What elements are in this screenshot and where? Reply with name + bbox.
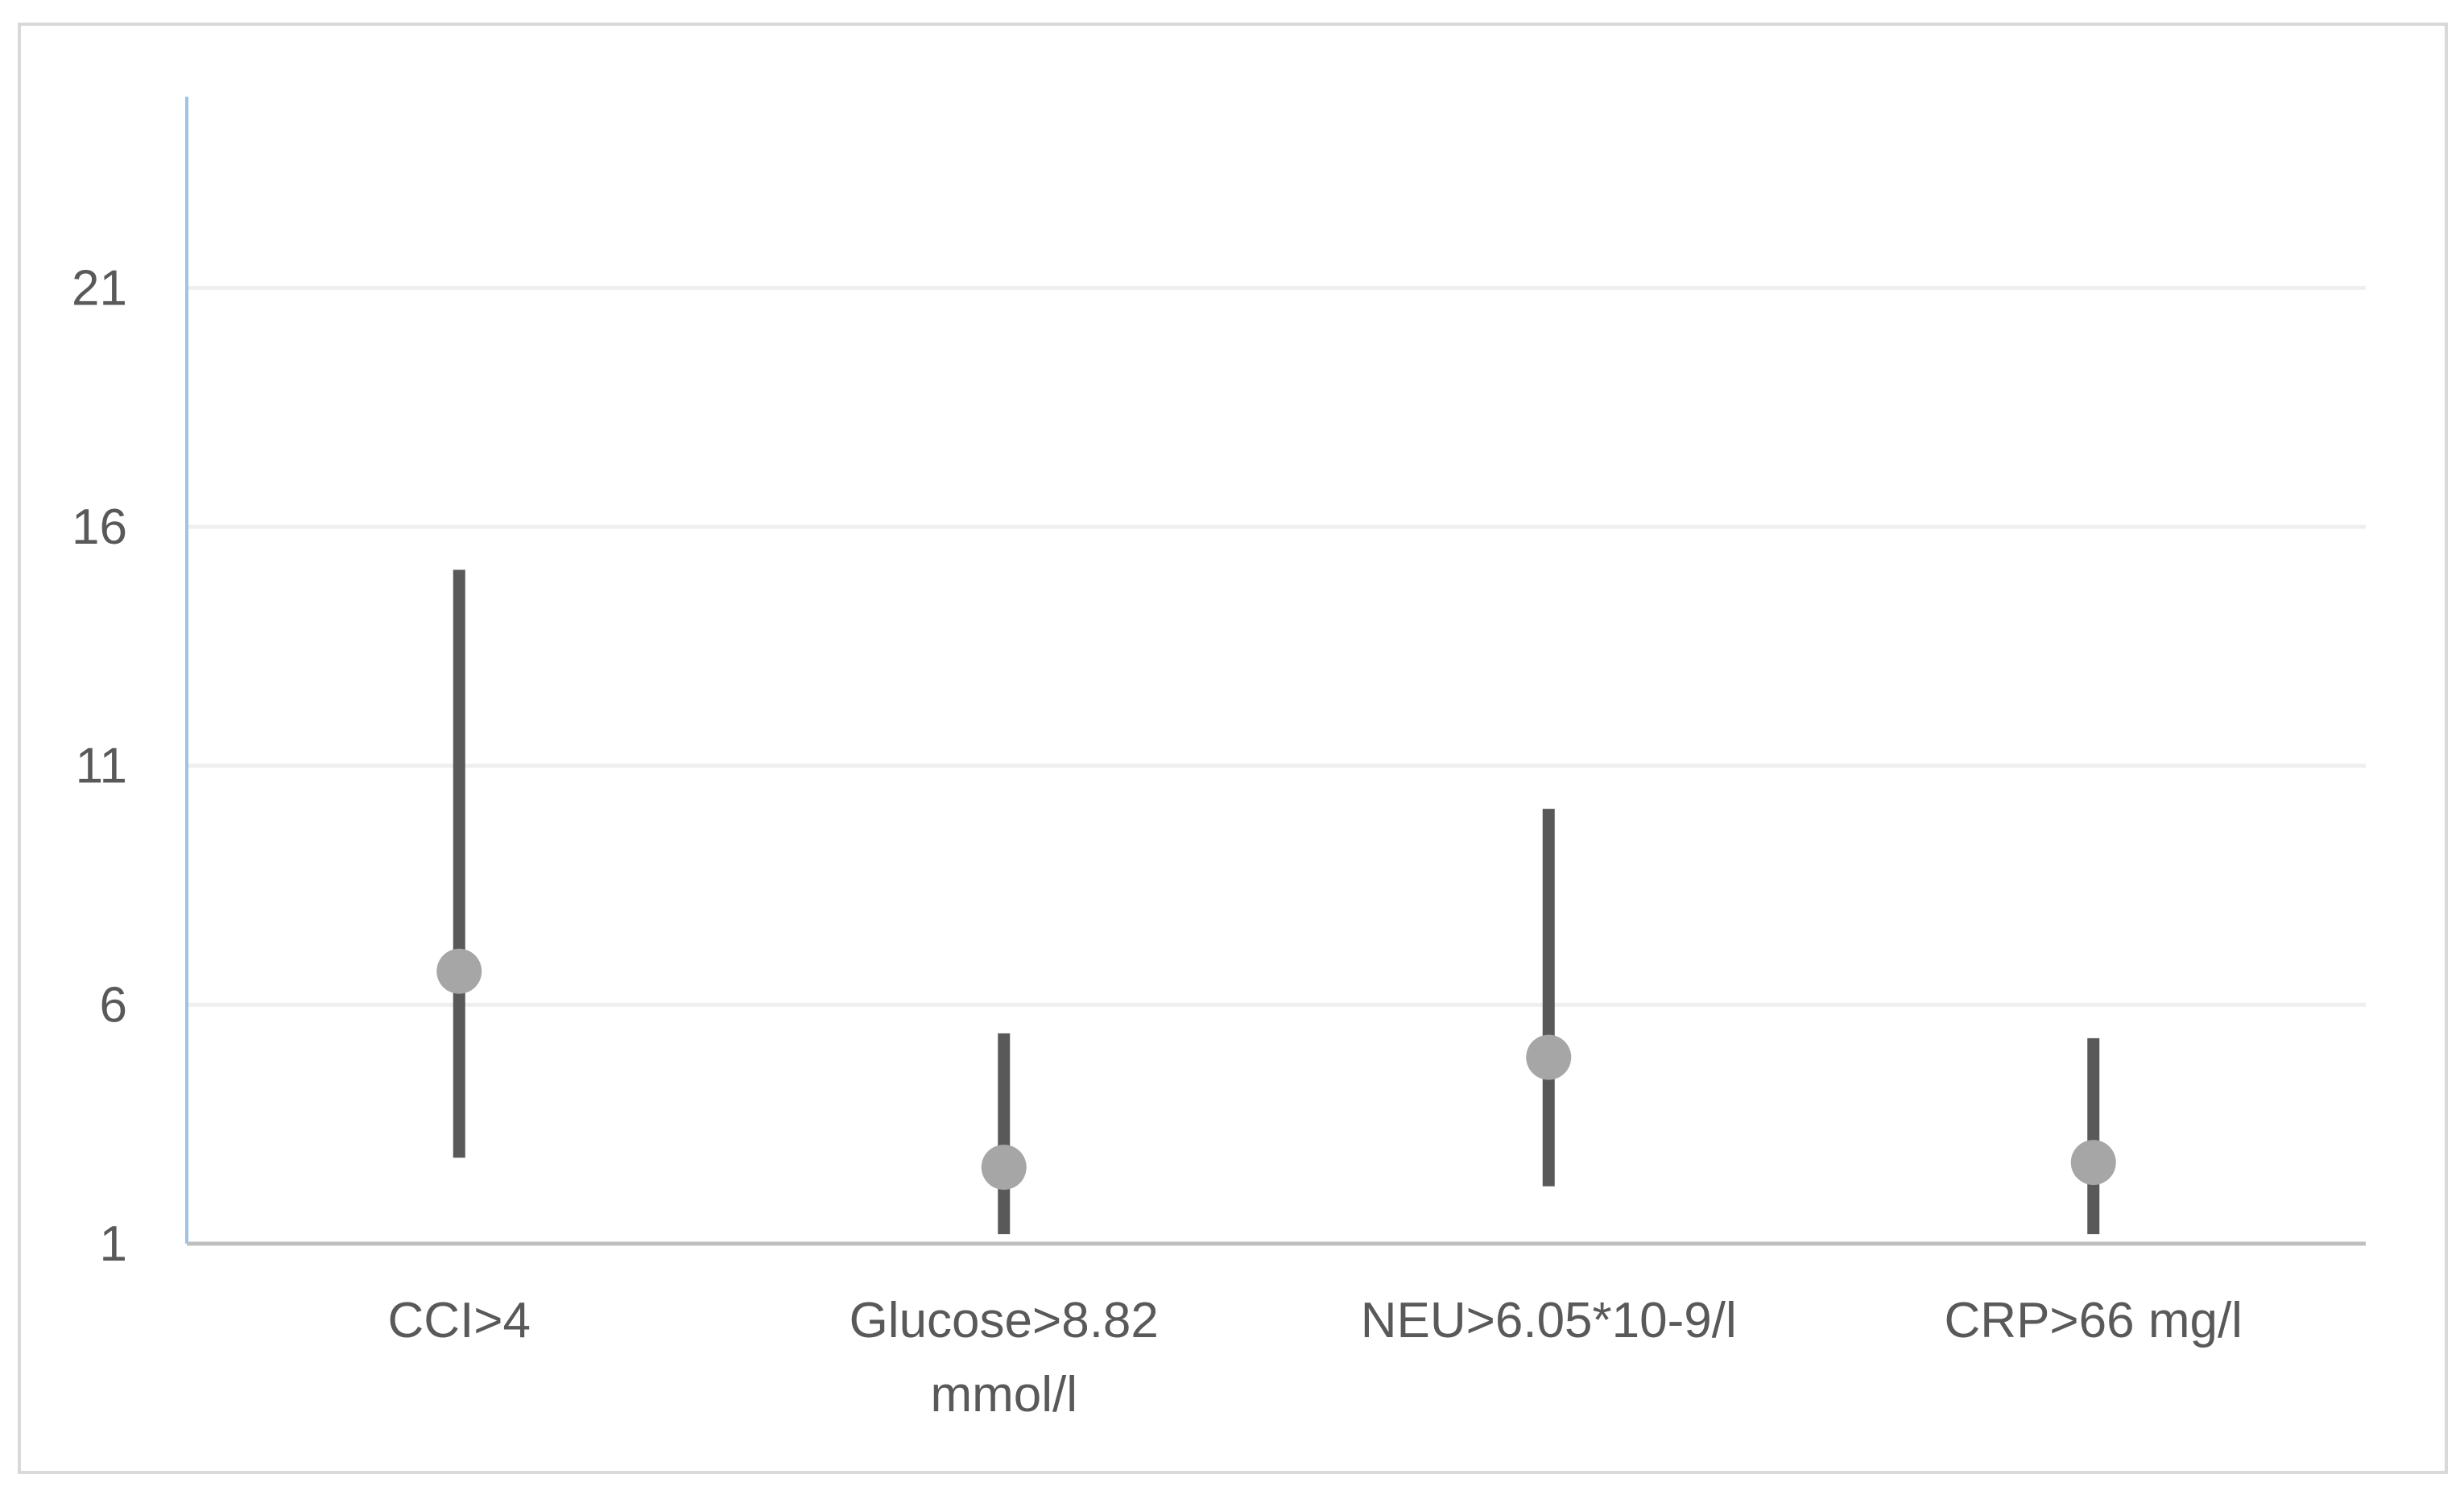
point-marker — [1526, 1034, 1572, 1080]
interval-bars — [453, 569, 2100, 1235]
chart-frame — [18, 23, 2448, 1474]
axes — [185, 97, 2366, 1246]
y-tick-label: 21 — [72, 260, 127, 316]
y-tick-label: 1 — [100, 1216, 127, 1272]
y-tick-label: 11 — [76, 739, 127, 794]
x-category-labels: CCI>4 Glucose>8.82 mmol/l NEU>6.05*10-9/l CR… — [388, 1293, 2243, 1423]
point-marker — [2070, 1140, 2116, 1186]
x-category-label: Glucose>8.82 — [850, 1293, 1159, 1348]
point-markers — [436, 948, 2116, 1191]
x-category-label: mmol/l — [930, 1367, 1077, 1423]
x-category-label: CRP>66 mg/l — [1945, 1293, 2243, 1348]
x-category-label: CCI>4 — [388, 1293, 531, 1348]
y-tick-label: 6 — [100, 977, 127, 1033]
x-category-label: NEU>6.05*10-9/l — [1361, 1293, 1737, 1348]
point-marker — [436, 948, 482, 994]
gridlines — [187, 285, 2366, 1007]
y-tick-label: 16 — [72, 499, 127, 555]
point-marker — [981, 1145, 1027, 1191]
